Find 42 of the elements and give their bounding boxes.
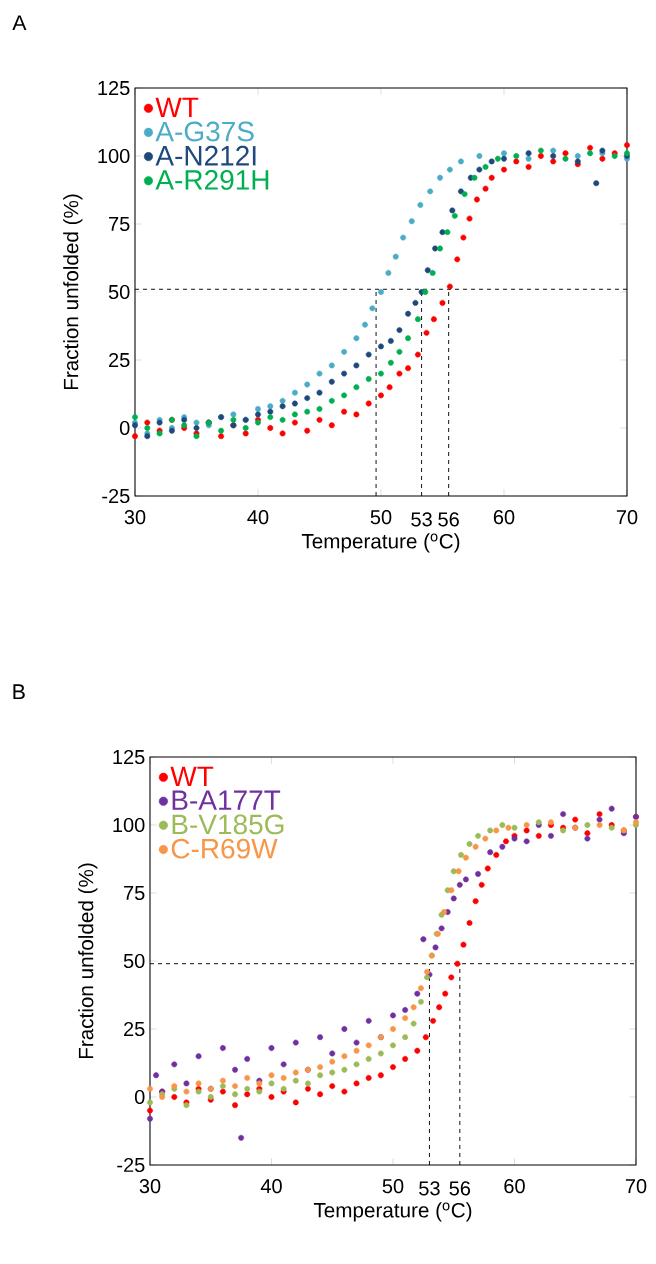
- x-tick-label: 60: [504, 1179, 525, 1194]
- x-tick-label: 40: [247, 510, 269, 525]
- chart-title: B: [13, 684, 25, 700]
- legend-label: A-G37S: [155, 121, 254, 142]
- x-axis-title: Temperature ($^{o}$C): [313, 1202, 472, 1222]
- legend-label: B-A177T: [172, 790, 281, 810]
- y-tick-label: 0: [134, 1089, 145, 1105]
- x-tick-label: 60: [493, 510, 515, 525]
- x-axis-title: Temperature ($^{o}$C): [301, 533, 460, 553]
- x-tick-label: 70: [625, 1179, 647, 1194]
- legend-label: WT: [170, 766, 214, 786]
- y-tick-label: 75: [124, 886, 145, 900]
- y-tick-label: -25: [117, 1157, 145, 1173]
- chart-title: A: [12, 15, 27, 31]
- y-tick-label: 125: [98, 80, 130, 96]
- x-tick-label: 30: [139, 1179, 161, 1194]
- y-tick-label: -25: [102, 488, 130, 504]
- y-tick-label: 75: [109, 217, 130, 231]
- legend-label: WT: [155, 97, 199, 117]
- legend-label: C-R69W: [171, 838, 278, 859]
- y-tick-label: 0: [119, 420, 130, 436]
- x-tick-label: 70: [616, 510, 638, 525]
- y-tick-label: 100: [113, 817, 145, 833]
- legend-label: B-V185G: [172, 814, 284, 835]
- y-axis-title: Fraction unfolded (%): [63, 194, 83, 390]
- x-tick-label: 50: [370, 510, 392, 525]
- ref-line-label: 56: [449, 1181, 471, 1196]
- y-tick-label: 50: [108, 284, 130, 300]
- y-tick-label: 25: [124, 1021, 145, 1037]
- y-tick-label: 125: [113, 749, 145, 765]
- x-tick-label: 40: [260, 1179, 282, 1194]
- x-tick-label: 50: [382, 1179, 404, 1194]
- y-tick-label: 50: [123, 953, 145, 969]
- ref-line-label: 56: [438, 512, 459, 527]
- x-tick-label: 30: [124, 510, 146, 525]
- y-tick-label: 100: [98, 148, 130, 164]
- y-axis-title: Fraction unfolded (%): [78, 863, 98, 1059]
- y-tick-label: 25: [109, 352, 130, 368]
- legend-label: A-N212I: [155, 145, 256, 166]
- ref-line-label: 53: [411, 512, 432, 527]
- ref-line-label: 53: [419, 1181, 440, 1196]
- legend-label: A-R291H: [155, 170, 269, 190]
